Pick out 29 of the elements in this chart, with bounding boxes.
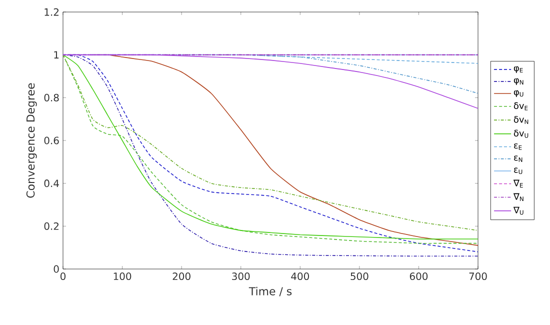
x-tick-label: 400: [291, 272, 309, 280]
legend-label: δv$_{N}$: [514, 116, 528, 124]
legend-label: ∇$_{U}$: [513, 206, 524, 215]
x-tick-label: 300: [232, 272, 250, 280]
y-tick-label: 0.4: [44, 180, 59, 188]
x-tick-label: 500: [350, 272, 368, 280]
legend-label: ε$_{N}$: [514, 156, 522, 162]
legend-label: ε$_{E}$: [514, 143, 522, 150]
legend-label: ε$_{U}$: [514, 168, 522, 174]
legend-label: δv$_{E}$: [514, 102, 528, 110]
y-tick-label: 1.2: [44, 8, 58, 16]
x-tick-label: 600: [410, 272, 428, 280]
x-tick-label: 0: [60, 272, 66, 280]
y-axis-title: Convergence Degree: [26, 83, 37, 198]
x-axis-title: Time / s: [248, 286, 292, 296]
legend-label: φ$_{E}$: [514, 66, 523, 74]
y-tick-label: 0.8: [44, 94, 59, 102]
legend-label: ∇$_{E}$: [513, 180, 523, 188]
y-tick-label: 0.6: [44, 136, 59, 144]
y-tick-label: 0: [54, 265, 59, 273]
y-tick-label: 0.2: [44, 222, 58, 230]
x-tick-label: 200: [172, 272, 190, 280]
legend-label: φ$_{N}$: [514, 78, 524, 86]
x-tick-label: 100: [114, 272, 132, 280]
legend-label: ∇$_{N}$: [513, 193, 524, 202]
y-tick-label: 1: [54, 51, 59, 58]
legend-label: φ$_{U}$: [514, 90, 524, 98]
x-tick-label: 700: [469, 272, 487, 280]
legend-label: δv$_{U}$: [514, 130, 528, 138]
